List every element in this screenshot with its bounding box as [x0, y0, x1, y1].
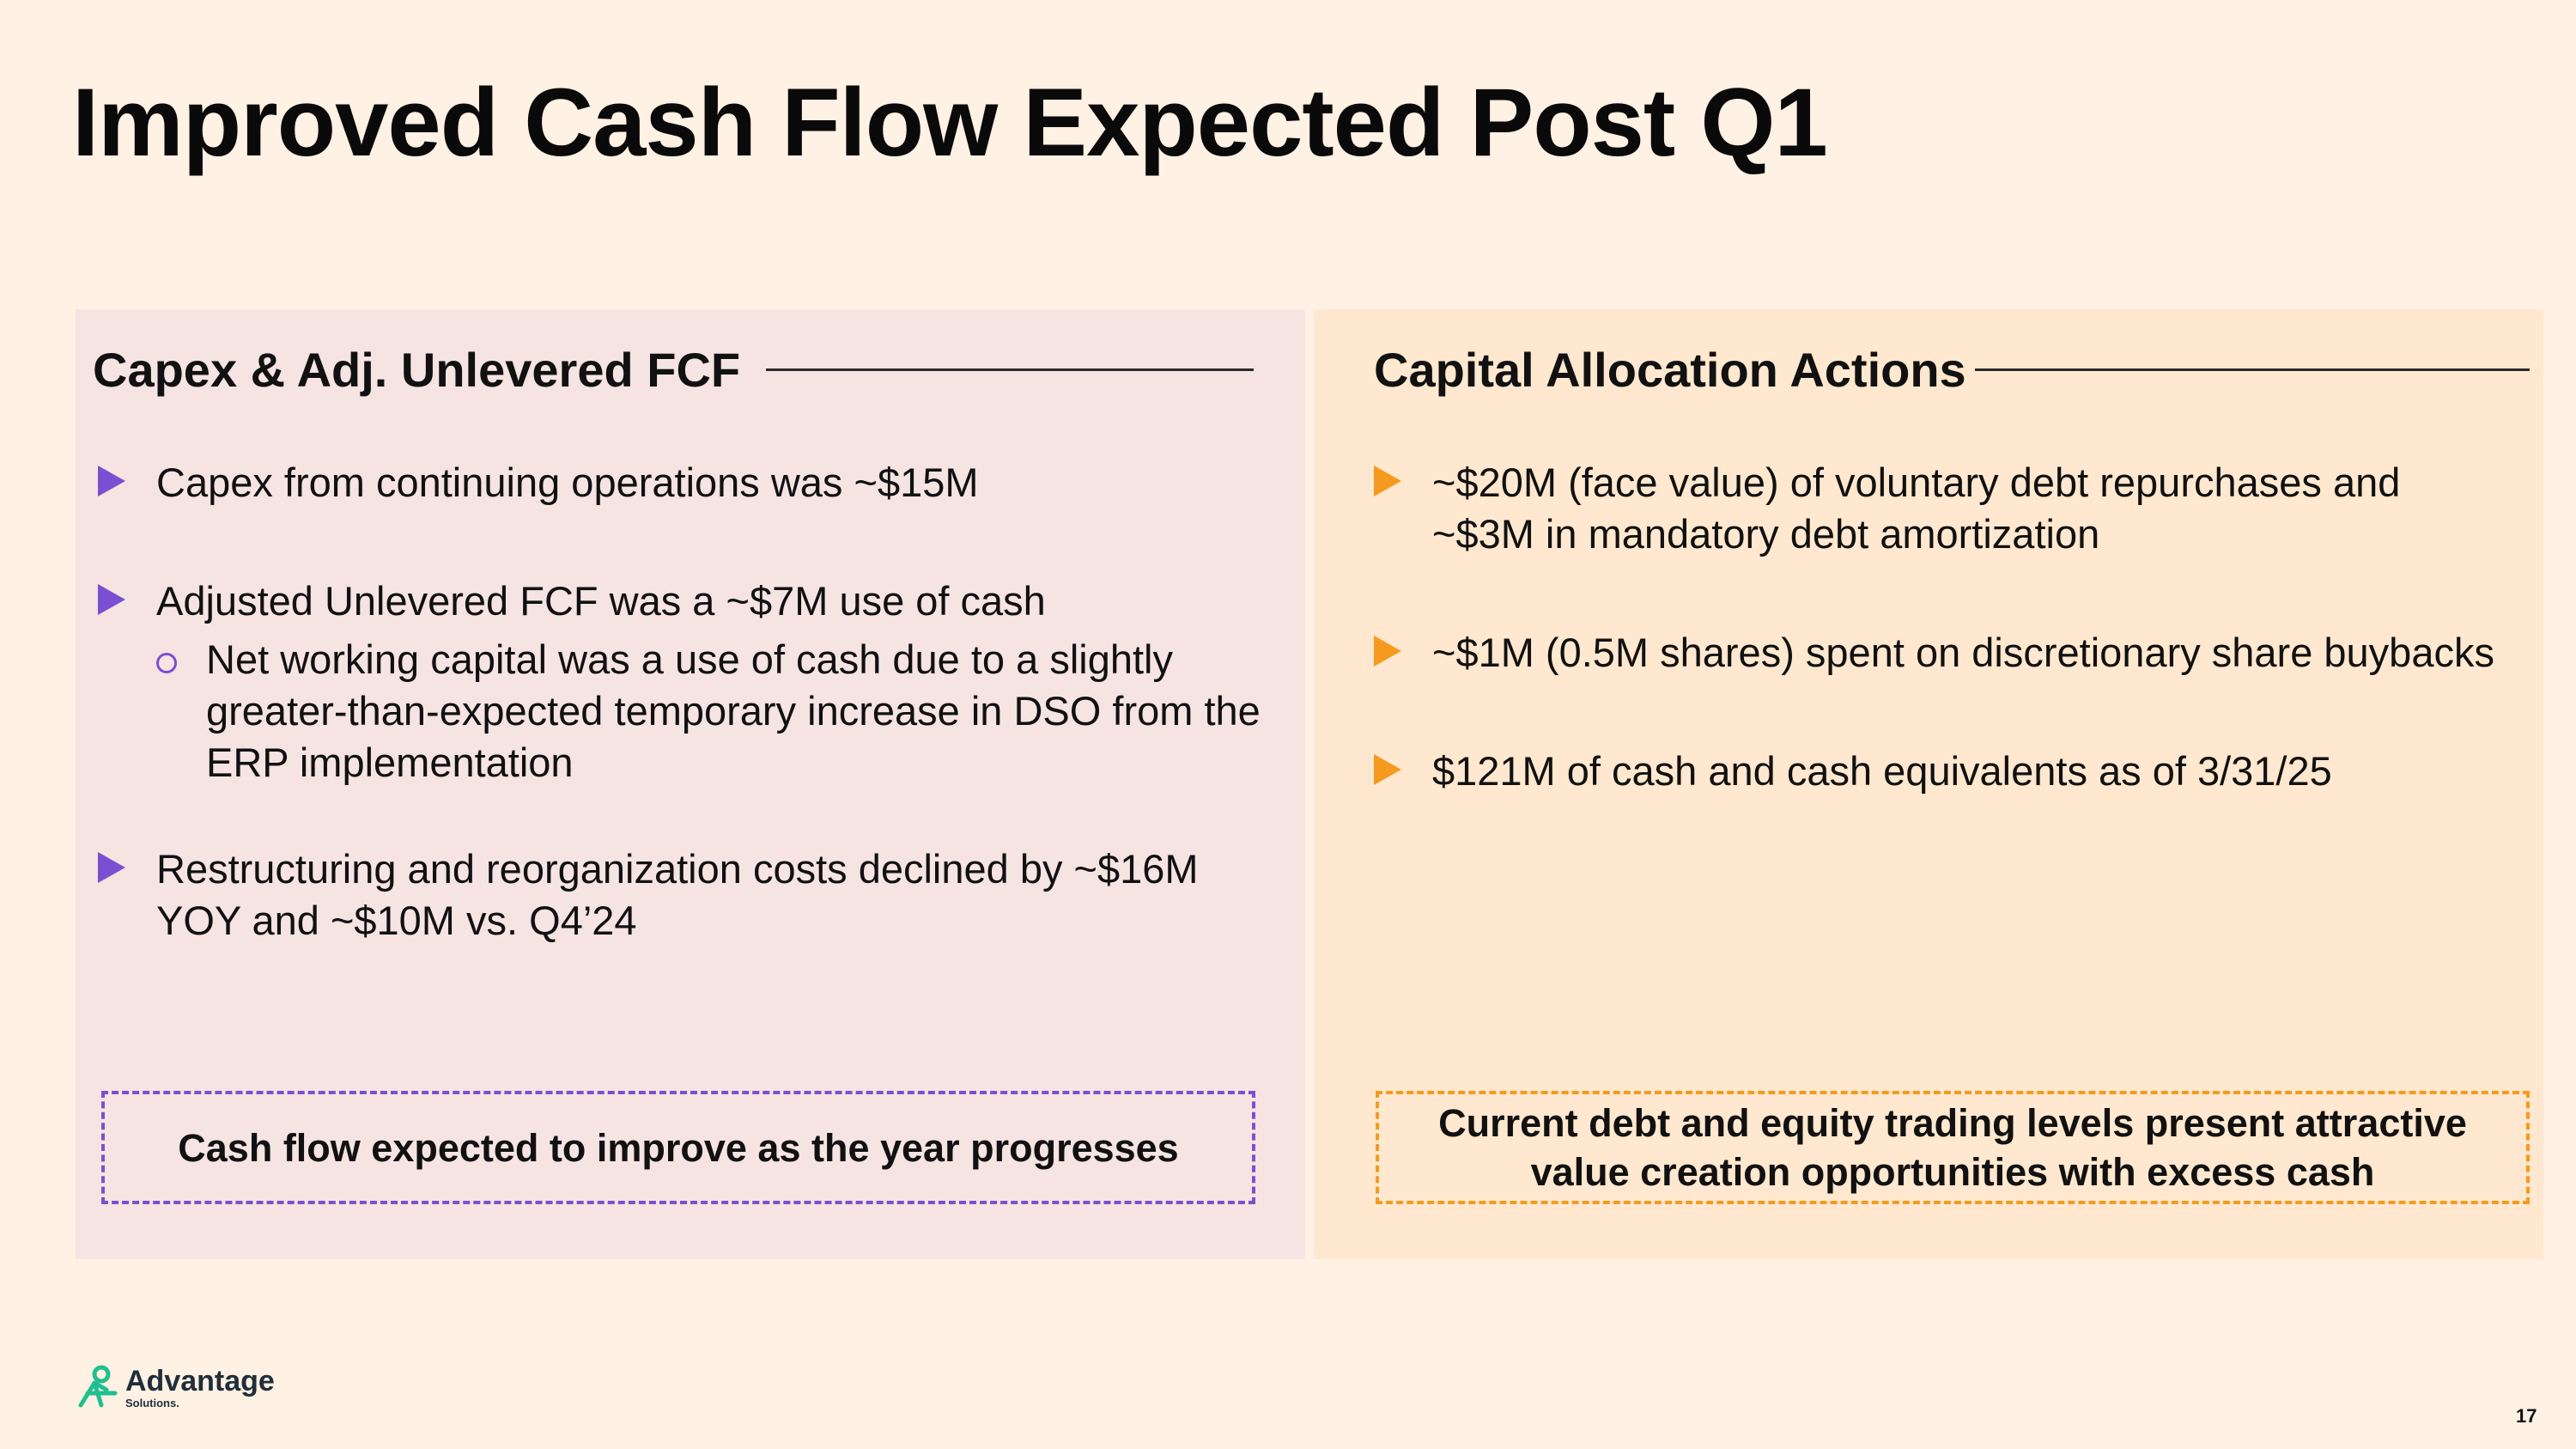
triangle-bullet-icon: [1374, 636, 1401, 667]
triangle-bullet-icon: [1374, 754, 1401, 785]
bullet-item: ~$20M (face value) of voluntary debt rep…: [1374, 457, 2509, 560]
panel-heading: Capital Allocation Actions: [1374, 343, 1966, 397]
callout-box: Current debt and equity trading levels p…: [1376, 1091, 2530, 1204]
logo-wordmark: Advantage Solutions.: [125, 1367, 275, 1409]
company-logo: Advantage Solutions.: [76, 1364, 275, 1409]
bullet-text: Capex from continuing operations was ~$1…: [156, 460, 979, 505]
panel-header: Capex & Adj. Unlevered FCF: [93, 342, 1288, 398]
bullet-item: $121M of cash and cash equivalents as of…: [1374, 746, 2509, 797]
bullet-text: ~$20M (face value) of voluntary debt rep…: [1432, 460, 2401, 557]
panel-header: Capital Allocation Actions: [1374, 342, 2530, 398]
triangle-bullet-icon: [98, 466, 125, 496]
heading-rule: [1974, 368, 2530, 371]
bullet-item: Restructuring and reorganization costs d…: [98, 843, 1271, 947]
capital-allocation-panel: Capital Allocation Actions ~$20M (face v…: [1314, 309, 2543, 1259]
bullet-item: Capex from continuing operations was ~$1…: [98, 457, 1271, 508]
logo-sub-brand: Solutions.: [125, 1397, 179, 1409]
sub-bullet-text: Net working capital was a use of cash du…: [206, 636, 1261, 785]
bullet-item: Adjusted Unlevered FCF was a ~$7M use of…: [98, 575, 1271, 788]
bullet-text: ~$1M (0.5M shares) spent on discretionar…: [1432, 630, 2494, 675]
heading-rule: [766, 368, 1254, 371]
triangle-bullet-icon: [1374, 466, 1401, 496]
circle-bullet-icon: [156, 653, 177, 673]
slide-title: Improved Cash Flow Expected Post Q1: [72, 69, 1828, 176]
triangle-bullet-icon: [98, 584, 125, 615]
page-number: 17: [2516, 1405, 2537, 1427]
bullet-list: Capex from continuing operations was ~$1…: [98, 457, 1271, 1014]
bullet-text: Adjusted Unlevered FCF was a ~$7M use of…: [156, 578, 1046, 624]
capex-fcf-panel: Capex & Adj. Unlevered FCF Capex from co…: [76, 309, 1305, 1259]
advantage-logo-icon: [78, 1365, 118, 1408]
logo-brand: Advantage: [125, 1365, 275, 1397]
sub-bullet-item: Net working capital was a use of cash du…: [156, 634, 1271, 788]
panel-heading: Capex & Adj. Unlevered FCF: [93, 343, 741, 397]
sub-bullet-list: Net working capital was a use of cash du…: [156, 634, 1271, 788]
bullet-list: ~$20M (face value) of voluntary debt rep…: [1374, 457, 2509, 864]
bullet-text: Restructuring and reorganization costs d…: [156, 846, 1199, 943]
bullet-text: $121M of cash and cash equivalents as of…: [1432, 748, 2332, 794]
bullet-item: ~$1M (0.5M shares) spent on discretionar…: [1374, 627, 2509, 679]
triangle-bullet-icon: [98, 852, 125, 883]
callout-box: Cash flow expected to improve as the yea…: [101, 1091, 1255, 1204]
